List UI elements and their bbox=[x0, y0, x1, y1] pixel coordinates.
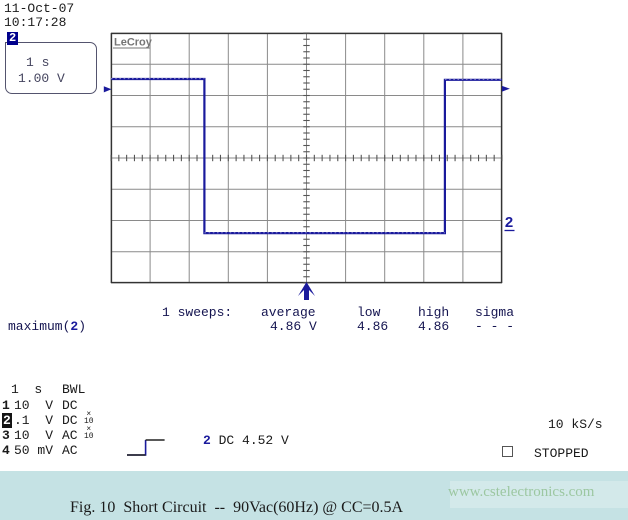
svg-text:2: 2 bbox=[505, 215, 514, 232]
svg-text:LeCroy: LeCroy bbox=[114, 37, 153, 49]
